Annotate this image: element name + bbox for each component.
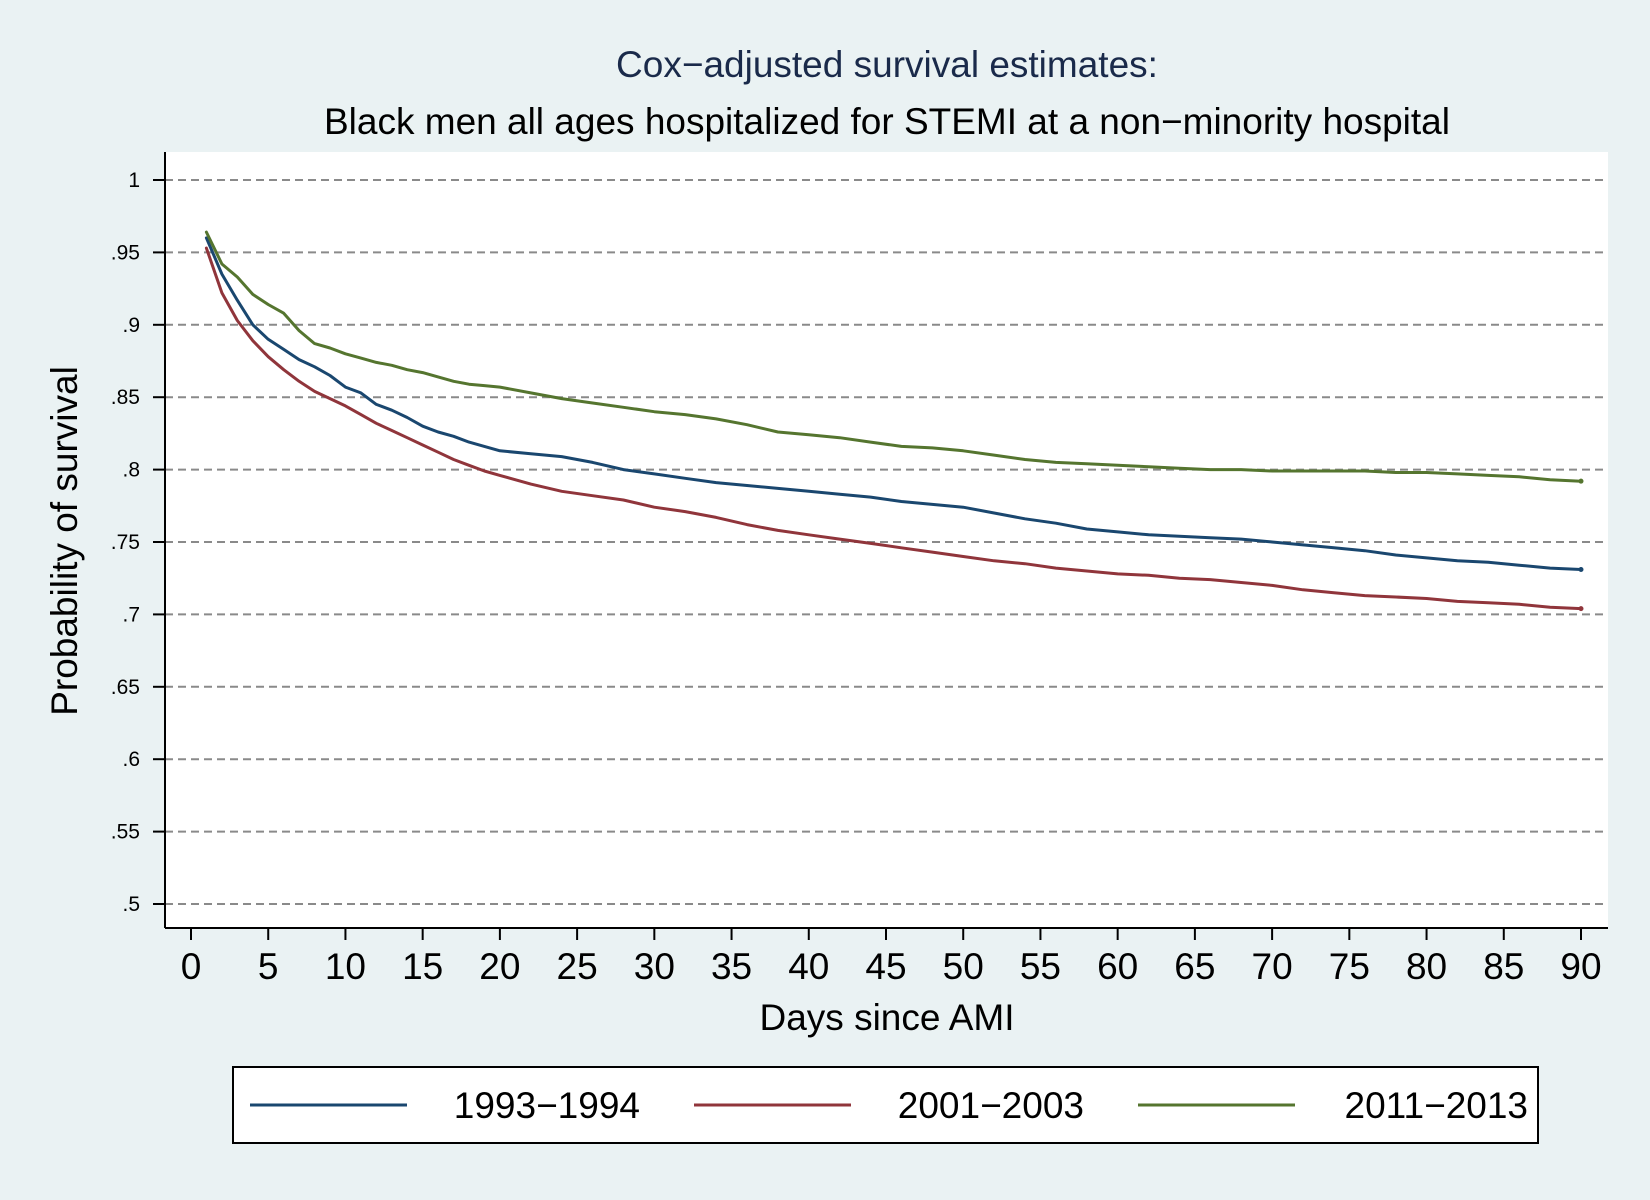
y-tick-label: .6 [122, 748, 140, 771]
legend-box [232, 1066, 1539, 1144]
x-axis-label: Days since AMI [760, 997, 1015, 1038]
y-tick-label: .5 [122, 893, 140, 916]
x-tick-label: 25 [557, 946, 598, 987]
x-tick-label: 20 [479, 946, 520, 987]
y-tick-label: .55 [111, 821, 140, 844]
legend-label: 1993−1994 [454, 1085, 640, 1126]
series-lines [204, 230, 1584, 612]
y-axis-label: Probability of survival [44, 366, 85, 716]
legend: 1993−1994 2001−2003 2011−2013 [232, 1066, 1539, 1144]
series-line [204, 230, 1583, 483]
x-tick-label: 85 [1483, 946, 1524, 987]
grid-lines [165, 179, 1608, 905]
x-tick-label: 15 [402, 946, 443, 987]
x-tick-label: 65 [1174, 946, 1215, 987]
series-end-point [1578, 478, 1584, 484]
y-axis: .5 .55 .6 .65 .7 .75 .8 .85 .9 .95 1 [111, 152, 166, 928]
x-tick-label: 30 [634, 946, 675, 987]
x-axis: 0 5 10 15 20 25 30 35 40 45 50 55 60 65 70 75 80 85 90 [165, 927, 1608, 987]
plot-area [165, 152, 1608, 928]
y-tick-label: .8 [122, 459, 140, 482]
x-tick-label: 40 [788, 946, 829, 987]
x-tick-label: 10 [325, 946, 366, 987]
x-tick-label: 35 [711, 946, 752, 987]
x-tick-label: 75 [1329, 946, 1370, 987]
x-tick-label: 45 [865, 946, 906, 987]
chart-subtitle: Black men all ages hospitalized for STEM… [324, 101, 1450, 142]
x-tick-label: 55 [1020, 946, 1061, 987]
y-tick-label: .75 [111, 531, 140, 554]
x-tick-label: 60 [1097, 946, 1138, 987]
x-tick-label: 50 [943, 946, 984, 987]
x-tick-label: 0 [181, 946, 202, 987]
x-tick-label: 90 [1560, 946, 1601, 987]
series-end-point [1578, 606, 1584, 612]
chart-title: Cox−adjusted survival estimates: [616, 44, 1158, 85]
y-tick-label: .85 [111, 386, 140, 409]
legend-label: 2011−2013 [1345, 1085, 1528, 1126]
y-tick-label: .7 [122, 603, 140, 626]
y-tick-label: .9 [122, 314, 140, 337]
x-tick-label: 70 [1252, 946, 1293, 987]
y-tick-label: .95 [111, 241, 140, 264]
legend-items: 1993−1994 2001−2003 2011−2013 [250, 1085, 1528, 1126]
series-line [204, 236, 1583, 571]
series-end-point [1578, 567, 1584, 573]
x-tick-label: 5 [258, 946, 279, 987]
y-tick-label: .65 [111, 676, 140, 699]
legend-label: 2001−2003 [898, 1085, 1084, 1126]
y-tick-label: 1 [128, 169, 140, 192]
series-line [204, 246, 1583, 611]
x-tick-label: 80 [1406, 946, 1447, 987]
